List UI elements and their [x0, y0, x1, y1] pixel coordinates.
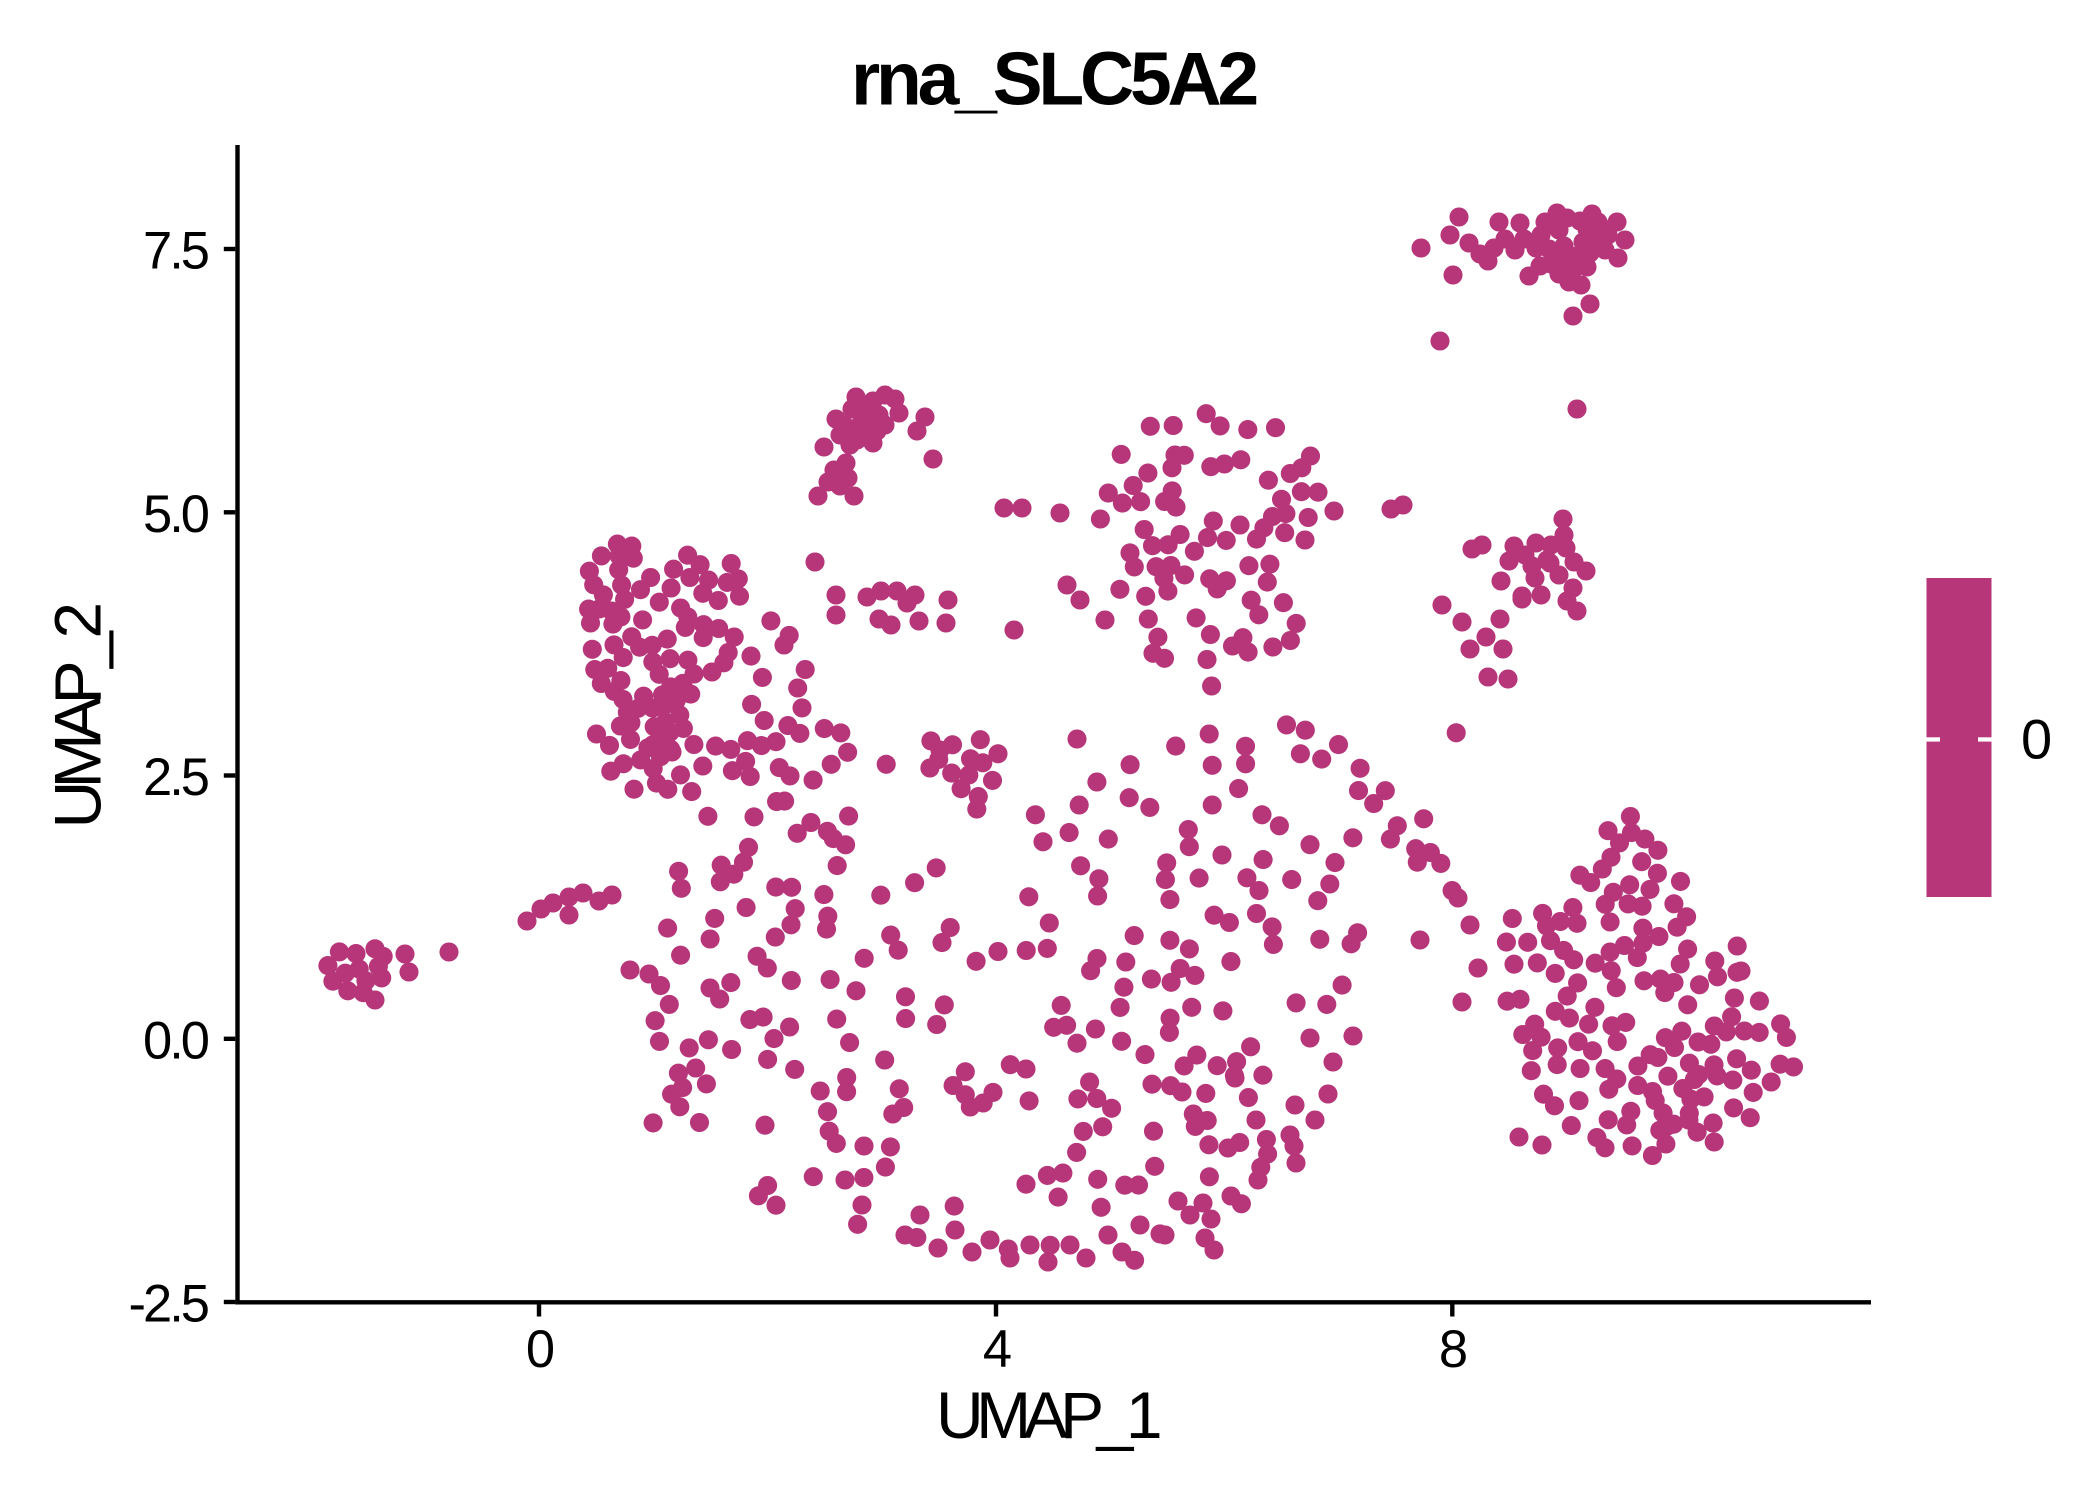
- svg-text:0: 0: [2021, 708, 2052, 771]
- svg-text:0: 0: [526, 1320, 554, 1379]
- svg-text:UMAP_1: UMAP_1: [936, 1378, 1160, 1452]
- svg-text:0.0: 0.0: [143, 1011, 209, 1070]
- svg-text:4: 4: [983, 1320, 1011, 1379]
- svg-text:UMAP_2: UMAP_2: [41, 605, 115, 829]
- svg-text:8: 8: [1439, 1320, 1466, 1379]
- svg-text:2.5: 2.5: [143, 748, 208, 807]
- svg-text:-2.5: -2.5: [129, 1275, 208, 1334]
- svg-text:5.0: 5.0: [143, 485, 209, 544]
- svg-text:rna_SLC5A2: rna_SLC5A2: [851, 36, 1256, 120]
- svg-text:7.5: 7.5: [143, 222, 208, 281]
